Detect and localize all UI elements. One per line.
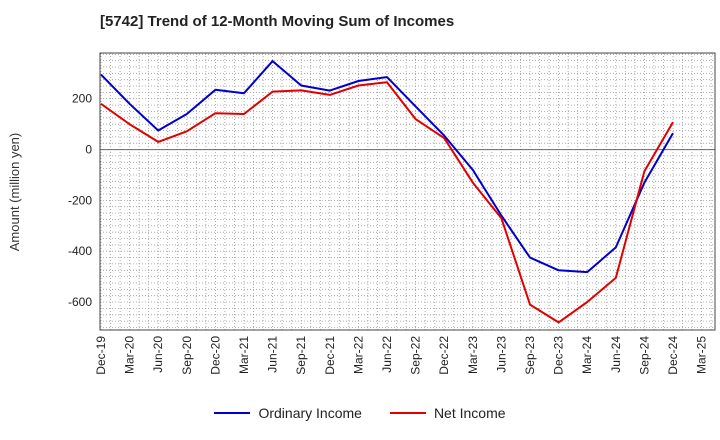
x-tick-label: Mar-23 (466, 336, 480, 374)
legend-item: Net Income (389, 405, 506, 421)
legend-label: Net Income (433, 405, 506, 421)
series-line-ordinary-income (100, 60, 674, 274)
x-tick-label: Dec-19 (94, 336, 108, 375)
x-tick-label: Jun-21 (266, 336, 280, 373)
legend-swatch (389, 412, 426, 414)
series-line-net-income (100, 81, 674, 324)
legend-label: Ordinary Income (258, 405, 362, 421)
y-axis-label: Amount (million yen) (7, 133, 22, 252)
x-tick-label: Sep-22 (409, 336, 423, 375)
y-tick-label: 200 (72, 92, 92, 106)
x-tick-label: Sep-20 (180, 336, 194, 375)
x-tick-label: Dec-24 (666, 336, 680, 375)
x-tick-label: Sep-23 (523, 336, 537, 375)
y-tick-label: -400 (68, 244, 92, 258)
x-tick-label: Mar-24 (580, 336, 594, 374)
y-tick-labels: 200 0 -200 -400 -600 (68, 92, 92, 309)
x-tick-label: Jun-22 (380, 336, 394, 373)
x-tick-label: Jun-24 (609, 336, 623, 373)
y-tick-label: -200 (68, 193, 92, 207)
x-tick-label: Mar-22 (351, 336, 365, 374)
x-tick-label: Sep-24 (637, 336, 651, 375)
x-tick-label: Mar-21 (237, 336, 251, 374)
y-tick-label: 0 (85, 143, 92, 157)
x-tick-label: Dec-21 (323, 336, 337, 375)
plot-area (99, 52, 716, 331)
x-tick-labels: Dec-19 Mar-20 Jun-20 Sep-20 Dec-20 Mar-21 Jun-… (94, 336, 709, 375)
legend-item: Ordinary Income (214, 405, 362, 421)
x-tick-label: Mar-25 (695, 336, 709, 374)
x-tick-label: Jun-20 (151, 336, 165, 373)
chart-title: [5742] Trend of 12-Month Moving Sum of I… (100, 13, 455, 30)
y-tick-label: -600 (68, 295, 92, 309)
x-tick-label: Mar-20 (123, 336, 137, 374)
x-tick-label: Dec-22 (437, 336, 451, 375)
x-tick-label: Dec-20 (208, 336, 222, 375)
series-lines (100, 60, 674, 324)
legend: Ordinary Income Net Income (0, 405, 720, 421)
legend-swatch (214, 412, 251, 414)
x-tick-label: Jun-23 (494, 336, 508, 373)
x-tick-label: Dec-23 (552, 336, 566, 375)
grid (100, 53, 715, 330)
x-tick-label: Sep-21 (294, 336, 308, 375)
